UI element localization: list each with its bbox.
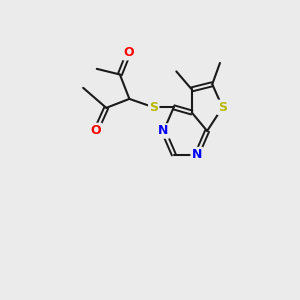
Text: N: N — [192, 148, 202, 161]
Text: N: N — [158, 124, 169, 137]
Text: O: O — [91, 124, 101, 137]
Text: O: O — [123, 46, 134, 59]
Text: S: S — [218, 101, 227, 114]
Text: S: S — [149, 101, 158, 114]
